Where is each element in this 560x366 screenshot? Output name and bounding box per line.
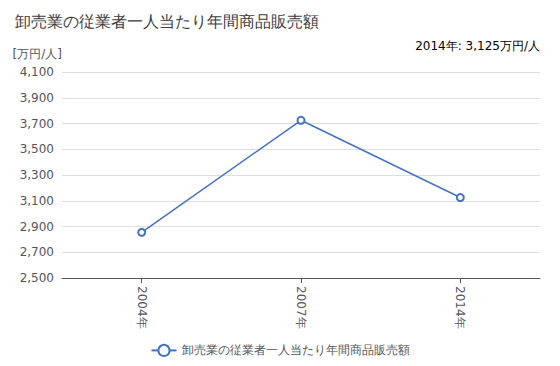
svg-text:2014年: 3,125万円/人: 2014年: 3,125万円/人 <box>415 39 540 53</box>
svg-text:2,900: 2,900 <box>20 220 54 234</box>
svg-text:3,900: 3,900 <box>20 91 54 105</box>
svg-text:3,100: 3,100 <box>20 194 54 208</box>
svg-text:[万円/人]: [万円/人] <box>13 47 62 61</box>
svg-text:3,500: 3,500 <box>20 142 54 156</box>
svg-text:3,700: 3,700 <box>20 117 54 131</box>
svg-text:2014年: 2014年 <box>453 286 467 329</box>
svg-text:3,300: 3,300 <box>20 168 54 182</box>
svg-text:2,700: 2,700 <box>20 245 54 259</box>
svg-text:4,100: 4,100 <box>20 65 54 79</box>
svg-text:卸売業の従業者一人当たり年間商品販売額: 卸売業の従業者一人当たり年間商品販売額 <box>15 12 319 31</box>
svg-text:卸売業の従業者一人当たり年間商品販売額: 卸売業の従業者一人当たり年間商品販売額 <box>182 343 410 357</box>
svg-text:2007年: 2007年 <box>294 286 308 329</box>
svg-text:2,500: 2,500 <box>20 271 54 285</box>
svg-text:2004年: 2004年 <box>135 286 149 329</box>
